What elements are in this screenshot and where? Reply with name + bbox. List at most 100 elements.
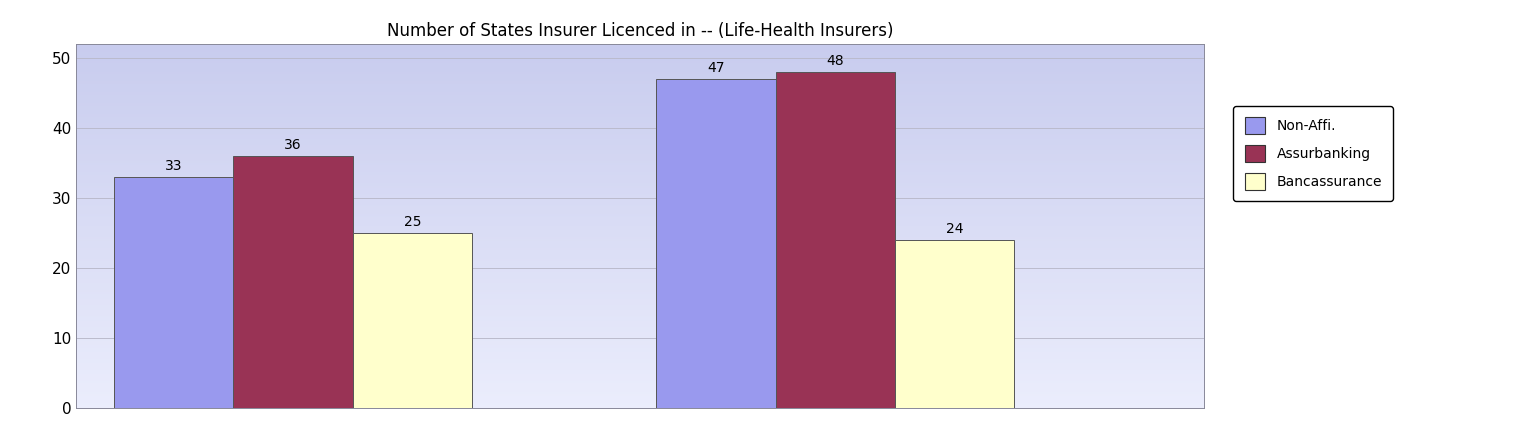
- Bar: [76, 296, 1204, 297]
- Bar: [76, 137, 1204, 139]
- Bar: [76, 185, 1204, 186]
- Bar: [76, 396, 1204, 397]
- Bar: [76, 150, 1204, 152]
- Bar: [76, 223, 1204, 225]
- Text: Number of States Insurer Licenced in -- (Life-Health Insurers): Number of States Insurer Licenced in -- …: [387, 22, 893, 40]
- Bar: [76, 256, 1204, 258]
- Bar: [76, 94, 1204, 95]
- Text: 33: 33: [165, 159, 183, 173]
- Bar: [76, 210, 1204, 212]
- Bar: [76, 238, 1204, 239]
- Bar: [76, 357, 1204, 359]
- Bar: [76, 84, 1204, 86]
- Bar: [76, 154, 1204, 155]
- Bar: [76, 88, 1204, 90]
- Bar: [76, 343, 1204, 345]
- Bar: [76, 72, 1204, 74]
- Bar: [76, 134, 1204, 135]
- Bar: [76, 74, 1204, 75]
- Bar: [76, 387, 1204, 388]
- Bar: [76, 278, 1204, 279]
- Bar: [76, 272, 1204, 274]
- Bar: [76, 317, 1204, 319]
- Bar: [76, 230, 1204, 232]
- Bar: [76, 218, 1204, 219]
- Bar: [76, 349, 1204, 350]
- Bar: [76, 52, 1204, 54]
- Bar: [76, 155, 1204, 157]
- Bar: [76, 97, 1204, 99]
- Bar: [76, 101, 1204, 103]
- Bar: [76, 234, 1204, 235]
- Bar: [76, 56, 1204, 57]
- Bar: [76, 50, 1204, 52]
- Bar: [76, 394, 1204, 396]
- Bar: [76, 121, 1204, 123]
- Bar: [76, 181, 1204, 183]
- Legend: Non-Affi., Assurbanking, Bancassurance: Non-Affi., Assurbanking, Bancassurance: [1233, 106, 1393, 201]
- Bar: [76, 128, 1204, 130]
- Bar: [76, 57, 1204, 59]
- Bar: [76, 403, 1204, 405]
- Bar: [76, 288, 1204, 290]
- Bar: [76, 246, 1204, 248]
- Bar: [76, 63, 1204, 64]
- Bar: [76, 385, 1204, 387]
- Bar: [76, 119, 1204, 121]
- Bar: [76, 68, 1204, 70]
- Bar: [76, 370, 1204, 372]
- Bar: [76, 336, 1204, 337]
- Bar: [776, 72, 895, 408]
- Bar: [76, 369, 1204, 370]
- Bar: [76, 354, 1204, 356]
- Bar: [76, 263, 1204, 265]
- Text: 36: 36: [285, 138, 302, 152]
- Bar: [76, 130, 1204, 132]
- Bar: [76, 281, 1204, 283]
- Bar: [76, 294, 1204, 296]
- Text: 48: 48: [826, 54, 844, 68]
- Bar: [76, 258, 1204, 259]
- Bar: [76, 377, 1204, 379]
- Bar: [76, 283, 1204, 285]
- Bar: [76, 221, 1204, 223]
- Bar: [76, 110, 1204, 112]
- Bar: [76, 139, 1204, 141]
- Bar: [76, 232, 1204, 234]
- Bar: [352, 234, 472, 408]
- Bar: [76, 305, 1204, 306]
- Bar: [76, 303, 1204, 305]
- Bar: [76, 325, 1204, 326]
- Bar: [76, 306, 1204, 309]
- Bar: [76, 241, 1204, 243]
- Bar: [76, 215, 1204, 218]
- Bar: [76, 117, 1204, 119]
- Bar: [76, 46, 1204, 48]
- Bar: [76, 77, 1204, 79]
- Bar: [76, 194, 1204, 195]
- Text: 24: 24: [946, 222, 963, 236]
- Bar: [76, 261, 1204, 263]
- Bar: [76, 312, 1204, 314]
- Bar: [76, 286, 1204, 288]
- Bar: [76, 365, 1204, 367]
- Bar: [233, 156, 352, 408]
- Bar: [76, 157, 1204, 159]
- Bar: [76, 334, 1204, 336]
- Bar: [76, 292, 1204, 294]
- Bar: [76, 179, 1204, 181]
- Bar: [76, 123, 1204, 124]
- Bar: [76, 199, 1204, 201]
- Bar: [76, 219, 1204, 221]
- Bar: [76, 48, 1204, 50]
- Bar: [76, 132, 1204, 134]
- Bar: [76, 99, 1204, 101]
- Bar: [76, 345, 1204, 347]
- Bar: [76, 361, 1204, 363]
- Bar: [76, 359, 1204, 361]
- Bar: [76, 214, 1204, 215]
- Bar: [76, 112, 1204, 114]
- Bar: [76, 400, 1204, 401]
- Bar: [76, 316, 1204, 317]
- Bar: [76, 186, 1204, 188]
